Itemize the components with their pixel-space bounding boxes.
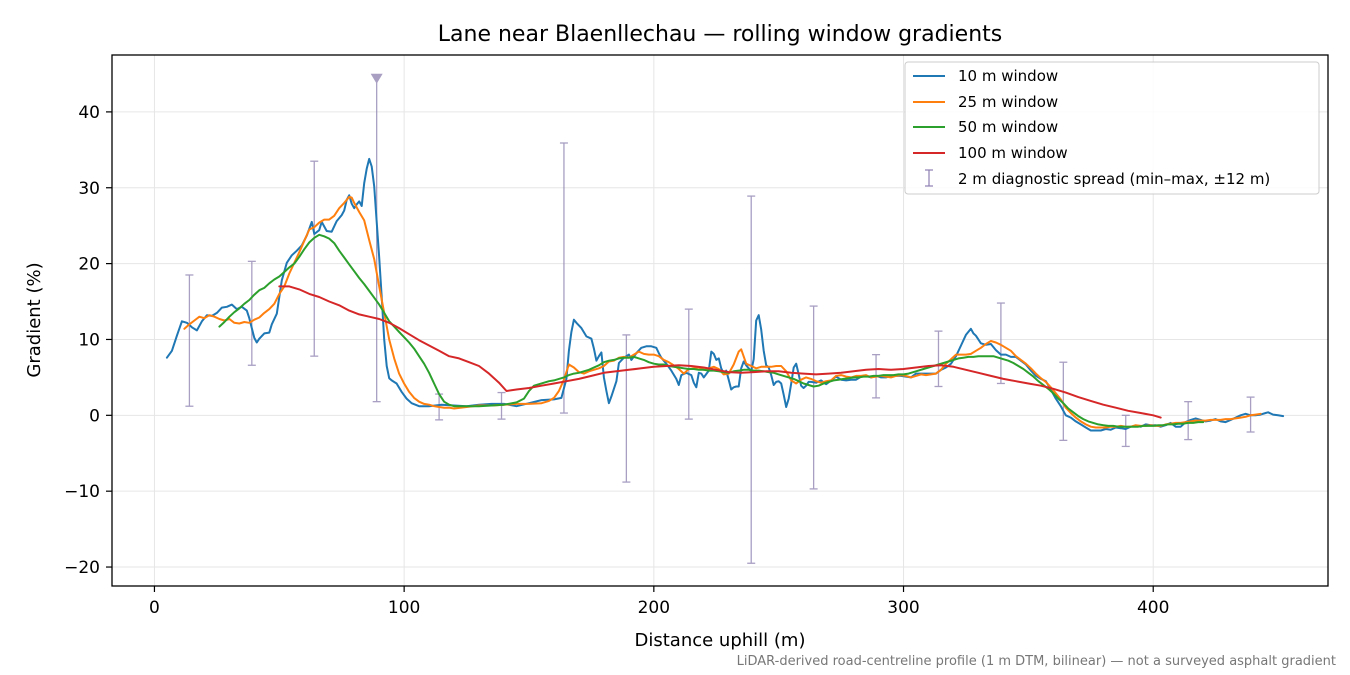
errorbar [370,73,383,403]
errorbar [310,160,319,357]
errorbar [1059,361,1068,442]
y-tick-label: 30 [78,179,100,199]
legend-label-spread: 2 m diagnostic spread (min–max, ±12 m) [958,170,1270,188]
errorbar [747,195,756,564]
y-tick-label: −20 [64,558,100,578]
errorbar [996,302,1005,385]
errorbar-series [185,73,1255,564]
series-line-100-m-window [278,285,1162,419]
legend-label-10m: 10 m window [958,67,1058,85]
axis-ticks: 0 100 200 300 400 −20 −10 0 10 20 30 40 [64,103,1169,618]
legend: 10 m window 25 m window 50 m window 100 … [904,61,1320,195]
y-tick-label: 40 [78,103,100,123]
legend-label-100m: 100 m window [958,144,1068,162]
y-tick-label: 10 [78,330,100,350]
legend-label-25m: 25 m window [958,93,1058,111]
errorbar [1121,414,1130,448]
errorbar [622,334,631,483]
legend-swatch-spread [925,169,933,187]
errorbar [185,274,194,407]
errorbar [809,305,818,490]
series-line-10-m-window [165,157,1285,432]
errorbar [934,330,943,388]
errorbar [247,260,256,366]
x-tick-label: 300 [887,598,919,618]
x-tick-label: 200 [638,598,670,618]
y-axis-label: Gradient (%) [24,262,45,377]
y-tick-label: 20 [78,255,100,275]
y-tick-label: −10 [64,482,100,502]
x-tick-label: 100 [388,598,420,618]
chart-title: Lane near Blaenllechau — rolling window … [438,22,1002,47]
errorbar [684,308,693,420]
clipped-marker [370,73,383,84]
series-layer [165,73,1285,564]
footnote: LiDAR-derived road-centreline profile (1… [737,654,1336,669]
y-tick-label: 0 [89,406,100,426]
series-line-25-m-window [183,195,1262,429]
plot-frame [111,54,1329,587]
errorbar [559,142,568,414]
x-tick-label: 400 [1137,598,1169,618]
x-tick-label: 0 [149,598,160,618]
legend-label-50m: 50 m window [958,118,1058,136]
legend-box [904,61,1320,195]
x-axis-label: Distance uphill (m) [635,630,806,651]
